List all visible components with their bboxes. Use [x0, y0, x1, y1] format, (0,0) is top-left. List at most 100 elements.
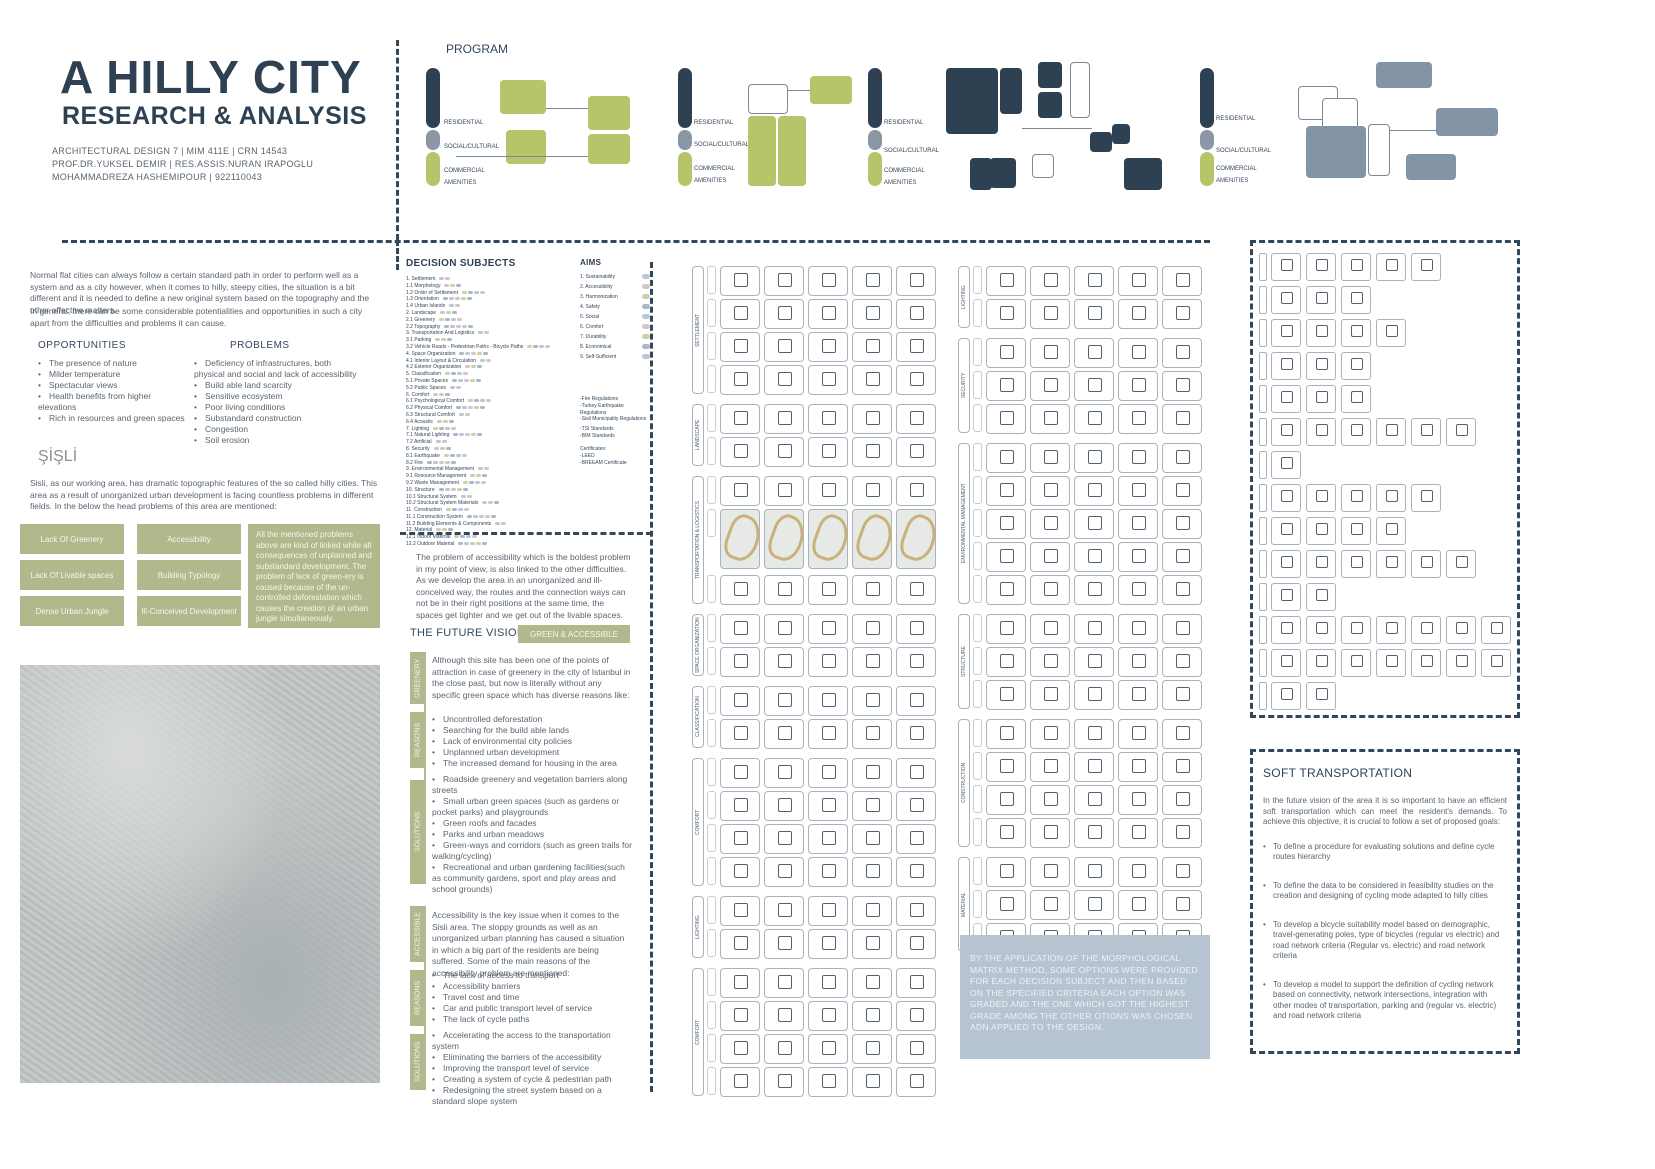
matrix-option-icon [896, 1034, 936, 1064]
decision-subject-item: 1.2 Order of Settlement [406, 290, 576, 297]
accessible-paragraph: Accessibility is the key issue when it c… [432, 910, 625, 978]
matrix-option-icon [1074, 299, 1114, 329]
selected-option-icon [1376, 253, 1406, 281]
matrix-category-label: SECURITY [958, 338, 970, 433]
matrix-option-icon [764, 1034, 804, 1064]
matrix-option-icon [720, 404, 760, 434]
matrix-option-icon [1162, 476, 1202, 506]
selected-category-tab [1259, 253, 1267, 281]
matrix-option-icon [1074, 614, 1114, 644]
matrix-option-icon [1162, 404, 1202, 434]
matrix-option-icon [720, 929, 760, 959]
selected-category-tab [1259, 616, 1267, 644]
matrix-option-icon [1162, 338, 1202, 368]
matrix-subcategory-tab [973, 266, 982, 294]
selected-option-icon [1271, 583, 1301, 611]
selected-category-tab [1259, 451, 1267, 479]
list-item: Soil erosion [194, 435, 364, 446]
matrix-category-label: CLASSIFICATION [692, 686, 704, 748]
matrix-option-icon [808, 299, 848, 329]
decision-subject-item: 6.4 Acoustic [406, 419, 576, 426]
aim-dots [450, 385, 462, 392]
matrix-option-icon [896, 332, 936, 362]
matrix-option-icon [852, 824, 892, 854]
matrix-subcategory-tab [707, 857, 716, 885]
decision-subject-item: 8.2 Fire [406, 460, 576, 467]
matrix-option-icon [764, 1001, 804, 1031]
matrix-option-icon [808, 437, 848, 467]
selected-option-icon [1376, 484, 1406, 512]
greenery-reasons-list: Uncontrolled deforestation Searching for… [432, 714, 632, 769]
future-vision-title: THE FUTURE VISION [410, 627, 526, 639]
decision-subject-item: 8.1 Earthquake [406, 453, 576, 460]
aim-dots [442, 296, 473, 303]
matrix-option-icon [1030, 575, 1070, 605]
matrix-subcategory-tab [707, 1067, 716, 1095]
problems-heading: PROBLEMS [230, 340, 290, 351]
selected-option-icon [1306, 682, 1336, 710]
matrix-option-icon [896, 614, 936, 644]
matrix-option-icon [852, 719, 892, 749]
aim-dots [482, 500, 500, 507]
matrix-option-icon [808, 968, 848, 998]
matrix-option-icon [1074, 542, 1114, 572]
matrix-option-icon [808, 929, 848, 959]
aim-dots [435, 337, 453, 344]
accessibility-paragraph: The problem of accessibility which is th… [416, 552, 631, 620]
matrix-category-label: LANDSCAPE [692, 404, 704, 466]
greenery-paragraph: Although this site has been one of the p… [432, 655, 631, 700]
matrix-subcategory-tab [973, 647, 982, 675]
aim-item: 5. Social [580, 312, 650, 322]
selected-option-icon [1306, 649, 1336, 677]
decision-subject-item: 3.1 Parking [406, 337, 576, 344]
matrix-option-icon [986, 890, 1026, 920]
matrix-option-icon [1030, 785, 1070, 815]
list-item: Green-ways and corridors (such as green … [432, 840, 632, 862]
matrix-subcategory-tab [707, 266, 716, 294]
matrix-option-icon [852, 437, 892, 467]
matrix-option-icon [1162, 680, 1202, 710]
matrix-option-icon [808, 365, 848, 395]
list-item: Redesigning the street system based on a… [432, 1085, 632, 1107]
selected-option-icon [1306, 583, 1336, 611]
problems-list: Deficiency of infrastructures, both phys… [194, 358, 364, 446]
selected-option-icon [1341, 352, 1371, 380]
matrix-subcategory-tab [707, 476, 716, 504]
aim-dots [478, 330, 490, 337]
list-item: The increased demand for housing in the … [432, 758, 632, 769]
matrix-option-icon [808, 266, 848, 296]
matrix-option-icon [1030, 647, 1070, 677]
matrix-option-icon [808, 476, 848, 506]
matrix-option-icon [1074, 818, 1114, 848]
divider-vertical-decision [650, 262, 653, 1092]
aims-list: 1. Sustainability 2. Accessibility 3. Harm… [580, 272, 650, 362]
matrix-option-icon [986, 680, 1026, 710]
selected-option-icon [1481, 649, 1511, 677]
selected-option-icon [1341, 649, 1371, 677]
regulations-list: -Fire Regulations -Turkey Earthquake Reg… [580, 396, 647, 423]
matrix-option-icon [852, 647, 892, 677]
problem-ill-conceived: Ill-Conceived Development [137, 596, 241, 626]
matrix-option-icon [720, 365, 760, 395]
matrix-option-icon [764, 929, 804, 959]
selected-category-tab [1259, 517, 1267, 545]
method-explanation: BY THE APPLICATION OF THE MORPHOLOGICAL … [960, 935, 1210, 1059]
decision-subject-item: 4.1 Interior Layout & Circulation [406, 358, 576, 365]
matrix-option-icon [764, 266, 804, 296]
matrix-option-icon [720, 824, 760, 854]
matrix-option-icon [764, 365, 804, 395]
divider-horizontal [62, 240, 1210, 243]
morphological-matrix-right: LIGHTING SECURITY ENVIRONMENTAL MANAGEMENT… [958, 266, 1210, 953]
intro-paragraph-1: Normal flat cities can always follow a c… [30, 270, 370, 315]
selected-option-icon [1306, 352, 1336, 380]
matrix-option-icon [1030, 719, 1070, 749]
matrix-option-icon [986, 476, 1026, 506]
matrix-option-icon [1074, 647, 1114, 677]
aim-dots [449, 303, 461, 310]
aim-item: 9. Self-Sufficient [580, 352, 650, 362]
aim-dots [433, 426, 457, 433]
matrix-subcategory-tab [707, 299, 716, 327]
matrix-option-icon [764, 857, 804, 887]
decision-subject-item: 5.1 Private Spaces [406, 378, 576, 385]
matrix-option-icon [896, 437, 936, 467]
